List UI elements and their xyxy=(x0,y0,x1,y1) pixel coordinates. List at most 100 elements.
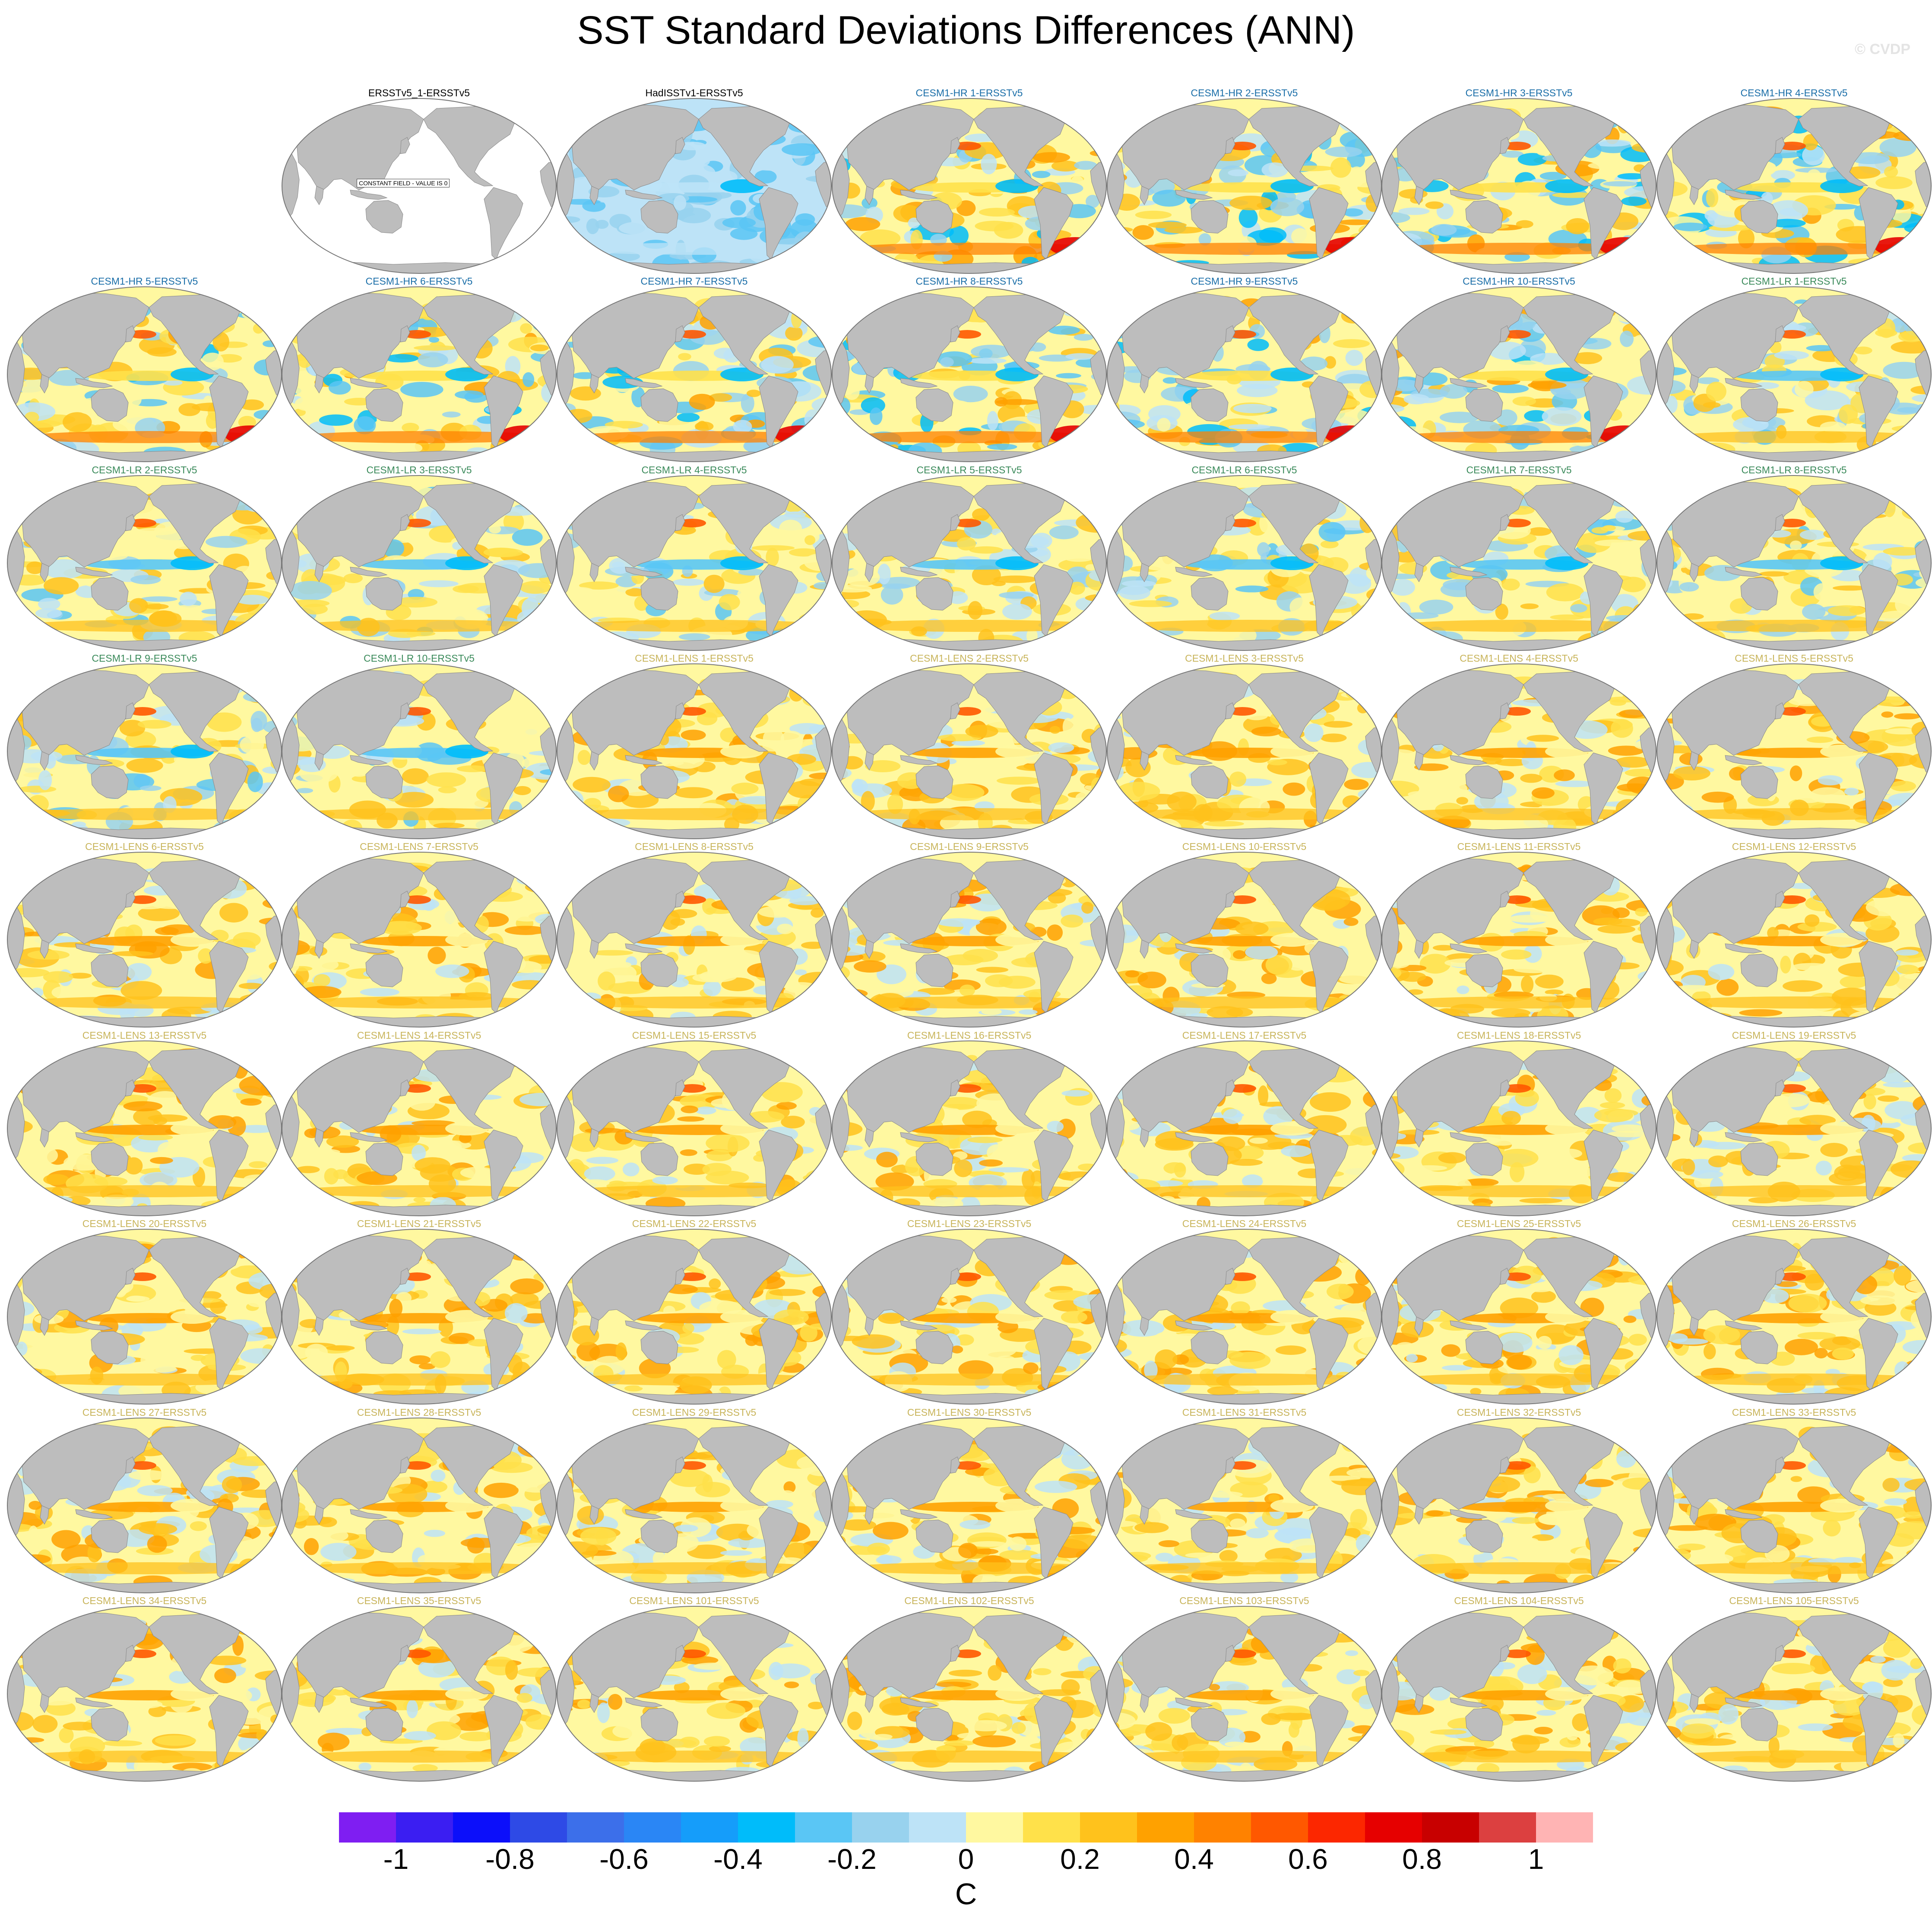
map-panel: CESM1-LR 3-ERSSTv5 xyxy=(281,463,557,651)
panel-title: CESM1-HR 6-ERSSTv5 xyxy=(365,276,473,287)
panel-title: CESM1-LENS 6-ERSSTv5 xyxy=(85,841,204,852)
map-panel: CESM1-LENS 35-ERSSTv5 xyxy=(281,1593,557,1782)
panel-title: CESM1-LENS 29-ERSSTv5 xyxy=(632,1407,757,1418)
panel-title: CESM1-LENS 4-ERSSTv5 xyxy=(1460,653,1578,664)
panel-title: ERSSTv5_1-ERSSTv5 xyxy=(368,87,470,98)
colorbar-swatch xyxy=(1137,1812,1194,1843)
colorbar-swatch xyxy=(852,1812,909,1843)
panel-title: CESM1-LENS 101-ERSSTv5 xyxy=(629,1595,759,1606)
colorbar-tick-label: 0.4 xyxy=(1174,1843,1214,1875)
panel-title: CESM1-LR 7-ERSSTv5 xyxy=(1466,464,1572,476)
panel-title: CESM1-LENS 1-ERSSTv5 xyxy=(635,653,754,664)
panel-title: CESM1-LENS 31-ERSSTv5 xyxy=(1182,1407,1307,1418)
world-map xyxy=(282,1040,557,1216)
world-map xyxy=(282,286,557,462)
map-panel: CESM1-LENS 104-ERSSTv5 xyxy=(1381,1593,1657,1782)
panel-title: CESM1-LR 9-ERSSTv5 xyxy=(92,653,197,664)
map-panel: CESM1-LENS 33-ERSSTv5 xyxy=(1656,1405,1932,1594)
map-panel: CESM1-LR 8-ERSSTv5 xyxy=(1656,463,1932,651)
colorbar-tick-label: 0.2 xyxy=(1060,1843,1100,1875)
world-map xyxy=(1381,98,1656,274)
colorbar-swatch xyxy=(1365,1812,1422,1843)
panel-title: CESM1-LENS 18-ERSSTv5 xyxy=(1457,1030,1581,1041)
world-map xyxy=(1656,475,1932,651)
map-panel: CESM1-LR 1-ERSSTv5 xyxy=(1656,274,1932,463)
panel-title: CESM1-LENS 25-ERSSTv5 xyxy=(1457,1218,1581,1229)
panel-title: CESM1-LENS 17-ERSSTv5 xyxy=(1182,1030,1307,1041)
world-map xyxy=(1656,663,1932,839)
world-map xyxy=(832,1229,1107,1405)
world-map xyxy=(557,1418,832,1593)
map-panel: CESM1-LENS 17-ERSSTv5 xyxy=(1106,1028,1382,1217)
map-panel: CESM1-LENS 20-ERSSTv5 xyxy=(6,1216,282,1405)
colorbar-unit: C xyxy=(955,1877,977,1911)
map-panel: CESM1-LENS 31-ERSSTv5 xyxy=(1106,1405,1382,1594)
map-panel: CESM1-LENS 1-ERSSTv5 xyxy=(556,651,832,840)
colorbar-swatch xyxy=(339,1812,396,1843)
panel-title: CESM1-LENS 9-ERSSTv5 xyxy=(910,841,1029,852)
map-panel: CESM1-LENS 34-ERSSTv5 xyxy=(6,1593,282,1782)
map-panel: CESM1-HR 2-ERSSTv5 xyxy=(1106,86,1382,274)
colorbar-swatch xyxy=(1479,1812,1536,1843)
panel-title: CESM1-LENS 7-ERSSTv5 xyxy=(360,841,478,852)
map-panel: CESM1-LENS 12-ERSSTv5 xyxy=(1656,839,1932,1028)
map-panel: CESM1-HR 6-ERSSTv5 xyxy=(281,274,557,463)
panel-title: CESM1-LR 1-ERSSTv5 xyxy=(1741,276,1847,287)
world-map xyxy=(1381,663,1656,839)
map-panel: CESM1-LENS 25-ERSSTv5 xyxy=(1381,1216,1657,1405)
panel-title: CESM1-LENS 11-ERSSTv5 xyxy=(1457,841,1581,852)
panel-title: CESM1-LENS 14-ERSSTv5 xyxy=(357,1030,481,1041)
colorbar-tick-label: 1 xyxy=(1528,1843,1544,1875)
panel-title: CESM1-HR 2-ERSSTv5 xyxy=(1191,87,1298,98)
colorbar-tick-label: 0.6 xyxy=(1288,1843,1328,1875)
world-map xyxy=(282,98,557,274)
colorbar-tick-label: 0.8 xyxy=(1402,1843,1442,1875)
world-map xyxy=(832,1418,1107,1593)
world-map xyxy=(1107,1229,1382,1405)
map-panel: CESM1-LENS 30-ERSSTv5 xyxy=(831,1405,1107,1594)
map-panel: CESM1-LENS 11-ERSSTv5 xyxy=(1381,839,1657,1028)
world-map xyxy=(1656,1229,1932,1405)
panel-title: CESM1-HR 3-ERSSTv5 xyxy=(1465,87,1573,98)
map-panel: CESM1-LENS 101-ERSSTv5 xyxy=(556,1593,832,1782)
map-panel: CESM1-LR 7-ERSSTv5 xyxy=(1381,463,1657,651)
map-panel: CESM1-HR 1-ERSSTv5 xyxy=(831,86,1107,274)
map-panel: CESM1-LR 9-ERSSTv5 xyxy=(6,651,282,840)
map-panel: CESM1-LENS 18-ERSSTv5 xyxy=(1381,1028,1657,1217)
panel-title: CESM1-LR 10-ERSSTv5 xyxy=(364,653,475,664)
panel-title: CESM1-LENS 26-ERSSTv5 xyxy=(1732,1218,1856,1229)
colorbar-swatch xyxy=(624,1812,681,1843)
map-panel: CESM1-LENS 2-ERSSTv5 xyxy=(831,651,1107,840)
world-map xyxy=(1107,1418,1382,1593)
panel-title: CESM1-HR 10-ERSSTv5 xyxy=(1463,276,1575,287)
map-panel: CESM1-LENS 19-ERSSTv5 xyxy=(1656,1028,1932,1217)
world-map xyxy=(1107,98,1382,274)
map-panel: CESM1-LENS 32-ERSSTv5 xyxy=(1381,1405,1657,1594)
panel-title: CESM1-LENS 21-ERSSTv5 xyxy=(357,1218,481,1229)
world-map xyxy=(557,1229,832,1405)
world-map xyxy=(1107,1606,1382,1782)
colorbar-swatch xyxy=(453,1812,510,1843)
map-panel: CESM1-LR 6-ERSSTv5 xyxy=(1106,463,1382,651)
panel-title: CESM1-LENS 19-ERSSTv5 xyxy=(1732,1030,1856,1041)
panel-title: CESM1-HR 7-ERSSTv5 xyxy=(640,276,748,287)
panel-title: CESM1-LENS 22-ERSSTv5 xyxy=(632,1218,757,1229)
world-map xyxy=(282,852,557,1028)
panel-title: CESM1-LENS 15-ERSSTv5 xyxy=(632,1030,757,1041)
world-map xyxy=(282,1229,557,1405)
world-map xyxy=(832,286,1107,462)
map-panel: CESM1-LENS 8-ERSSTv5 xyxy=(556,839,832,1028)
colorbar-swatch xyxy=(1023,1812,1080,1843)
colorbar-tick-label: -0.2 xyxy=(827,1843,877,1875)
world-map xyxy=(7,1418,282,1593)
colorbar-swatch xyxy=(510,1812,567,1843)
world-map xyxy=(1381,1606,1656,1782)
map-panel: CESM1-LENS 7-ERSSTv5 xyxy=(281,839,557,1028)
panel-title: CESM1-LENS 5-ERSSTv5 xyxy=(1735,653,1853,664)
colorbar-swatch xyxy=(1251,1812,1308,1843)
colorbar-swatch xyxy=(738,1812,795,1843)
world-map xyxy=(7,1229,282,1405)
world-map xyxy=(7,1040,282,1216)
map-panel: CESM1-LENS 103-ERSSTv5 xyxy=(1106,1593,1382,1782)
